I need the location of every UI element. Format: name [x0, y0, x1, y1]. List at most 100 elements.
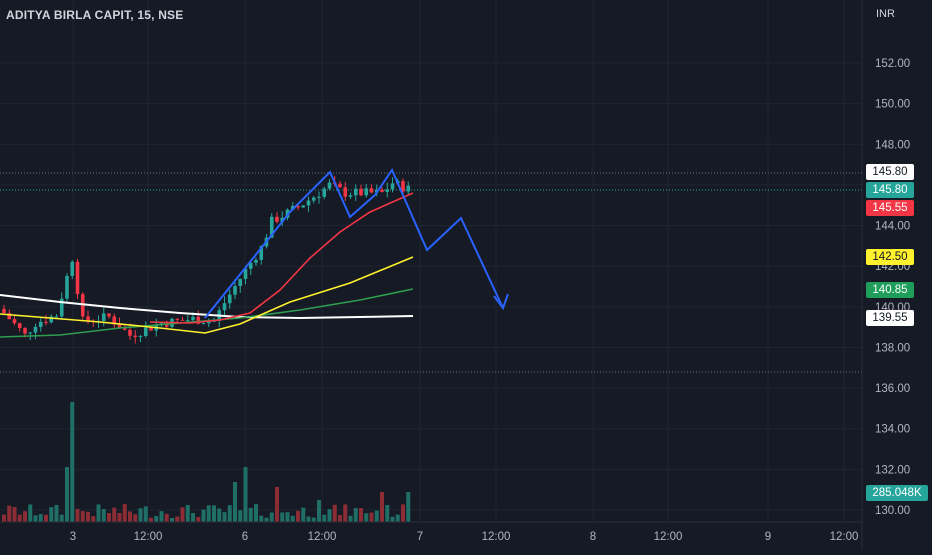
- symbol-name: ADITYA BIRLA CAPIT: [6, 8, 131, 22]
- candle-body: [2, 308, 6, 314]
- candle-body: [143, 327, 148, 337]
- price-tag-last: 145.80: [866, 182, 914, 198]
- volume-bar: [122, 504, 127, 522]
- time-tick: 12:00: [308, 531, 337, 543]
- symbol-interval: 15: [137, 8, 152, 22]
- volume-bar: [369, 512, 374, 522]
- candle-body: [369, 188, 374, 193]
- candle-body: [248, 262, 253, 269]
- candle-body: [406, 185, 411, 192]
- arrow-head: [493, 293, 509, 311]
- volume-bar: [264, 517, 269, 522]
- volume-bar: [112, 507, 117, 522]
- volume-bar: [164, 513, 169, 522]
- candle-body: [327, 182, 332, 189]
- candle-body: [138, 336, 143, 338]
- axes: 152.00150.00148.00144.00142.00140.00138.…: [0, 0, 910, 550]
- volume-bar: [301, 507, 306, 522]
- volume-bar: [2, 514, 6, 522]
- volume-bar: [212, 505, 216, 522]
- volume-bar: [133, 514, 138, 522]
- candle-body: [275, 216, 279, 222]
- volume-bar: [332, 504, 337, 522]
- candle-body: [401, 180, 405, 192]
- candle-body: [238, 278, 243, 287]
- moving-averages: [0, 192, 414, 338]
- time-tick: 12:00: [134, 531, 163, 543]
- volume-bar: [385, 505, 390, 522]
- volume-bar: [390, 516, 395, 522]
- volume-bar: [128, 511, 132, 522]
- volume-bar: [259, 515, 264, 522]
- symbol-title[interactable]: ADITYA BIRLA CAPIT, 15, NSE: [6, 8, 184, 22]
- price-tag-ma-green: 140.85: [866, 282, 914, 298]
- candle-body: [75, 261, 80, 295]
- price-tag-ma-yellow: 142.50: [866, 249, 914, 265]
- volume-bar: [227, 505, 232, 522]
- volume-bar: [359, 508, 363, 522]
- volume-bar: [285, 512, 290, 522]
- volume-bar: [75, 508, 80, 522]
- candle-body: [317, 196, 321, 198]
- candle-body: [33, 326, 38, 333]
- candle-body: [128, 329, 132, 336]
- candle-body: [180, 319, 185, 321]
- volume-bar: [343, 504, 348, 522]
- volume-bars: [2, 402, 411, 522]
- volume-bar: [275, 487, 279, 522]
- volume-bar: [296, 510, 300, 522]
- time-tick: 12:00: [830, 531, 859, 543]
- volume-bar: [23, 511, 27, 522]
- candle-body: [23, 328, 27, 334]
- volume-bar: [44, 514, 48, 522]
- candle-body: [28, 332, 33, 334]
- price-tag-high: 145.80: [866, 164, 914, 180]
- candle-body: [7, 313, 12, 320]
- volume-bar: [33, 515, 38, 522]
- candle-body: [17, 323, 22, 329]
- price-tick: 134.00: [875, 424, 910, 436]
- volume-bar: [353, 508, 358, 522]
- price-tick: 132.00: [875, 464, 910, 476]
- volume-bar: [327, 509, 332, 522]
- candle-body: [259, 246, 264, 260]
- volume-bar: [280, 512, 285, 522]
- symbol-exchange: NSE: [158, 8, 184, 22]
- candle-body: [269, 216, 274, 238]
- volume-bar: [191, 512, 195, 522]
- time-tick: 12:00: [654, 531, 683, 543]
- price-tick: 152.00: [875, 58, 910, 70]
- volume-bar: [322, 514, 327, 522]
- time-tick: 8: [590, 531, 596, 543]
- candle-body: [311, 197, 316, 201]
- price-tick: 148.00: [875, 139, 910, 151]
- candle-body: [175, 318, 180, 320]
- candle-body: [233, 286, 237, 295]
- candle-body: [343, 187, 348, 197]
- candle-body: [117, 324, 122, 329]
- volume-bar: [59, 514, 64, 522]
- volume-bar: [91, 516, 96, 522]
- volume-bar: [395, 514, 400, 522]
- candle-body: [359, 188, 363, 196]
- candle-body: [164, 323, 169, 327]
- ma-white-line: [0, 294, 414, 320]
- candle-body: [348, 195, 353, 197]
- volume-bar: [28, 504, 33, 522]
- candle-body: [149, 327, 153, 331]
- currency-label[interactable]: INR: [876, 8, 895, 20]
- volume-bar: [65, 467, 69, 522]
- time-tick: 7: [417, 531, 423, 543]
- candle-body: [86, 316, 90, 321]
- volume-bar: [149, 517, 153, 522]
- volume-bar: [159, 511, 164, 522]
- candle-body: [385, 189, 390, 192]
- volume-bar: [206, 505, 211, 522]
- volume-bar: [80, 511, 85, 522]
- candle-body: [227, 294, 232, 304]
- pattern-drawing: [204, 167, 504, 319]
- volume-bar: [248, 507, 253, 522]
- candle-body: [296, 206, 300, 208]
